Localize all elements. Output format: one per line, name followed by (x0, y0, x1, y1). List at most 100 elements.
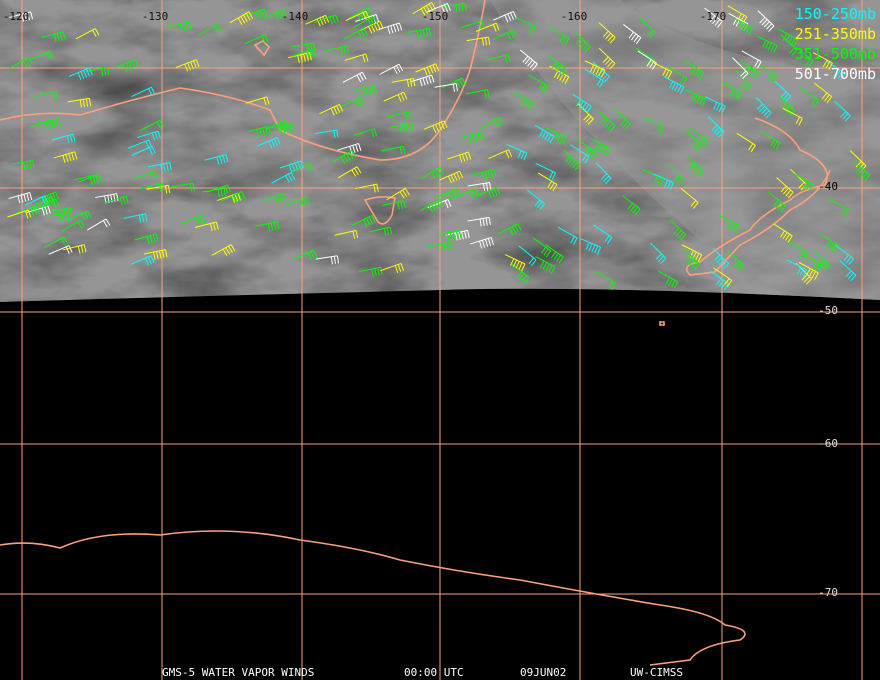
latitude-label: -50 (818, 304, 838, 317)
wind-barb (515, 16, 536, 35)
wind-barb (243, 8, 268, 20)
wind-barb (819, 233, 839, 253)
wind-barb (793, 173, 814, 192)
wind-barb (262, 192, 287, 204)
wind-barb (428, 241, 452, 252)
wind-barb (511, 263, 530, 284)
wind-barb (532, 237, 552, 258)
wind-barb (707, 116, 725, 138)
wind-barb (736, 132, 756, 153)
wind-barb (492, 10, 517, 23)
wind-barb (681, 244, 703, 262)
wind-barb (382, 200, 406, 210)
wind-barb (355, 183, 379, 193)
wind-barb (705, 96, 726, 114)
legend-entry: 501-700mb (795, 65, 876, 83)
wind-barb (704, 7, 723, 28)
wind-barb (114, 58, 139, 72)
wind-barb (506, 143, 528, 161)
wind-barb (359, 20, 384, 34)
wind-barb (143, 249, 168, 260)
wind-barb (345, 10, 370, 22)
wind-barb (412, 2, 437, 16)
wind-barb (467, 216, 491, 227)
wind-barb (572, 93, 592, 114)
wind-barb (387, 111, 411, 121)
wind-barb (44, 236, 69, 248)
wind-barb (595, 162, 612, 184)
wind-barb (598, 47, 616, 70)
wind-barb (549, 65, 570, 84)
wind-barb (197, 23, 222, 36)
wind-barb (51, 133, 76, 144)
wind-barb (442, 77, 467, 89)
wind-barb (29, 50, 54, 61)
wind-barb (667, 66, 688, 85)
wind-barb (826, 60, 846, 81)
wind-barb (593, 224, 613, 244)
wind-barb (684, 60, 705, 80)
wind-barb (852, 160, 871, 182)
longitude-label: -150 (422, 10, 449, 23)
longitude-label: -140 (282, 10, 309, 23)
wind-barb (407, 27, 432, 39)
wind-barb (782, 107, 803, 126)
legend-entry: 150-250mb (795, 5, 876, 23)
wind-barb (513, 92, 535, 110)
wind-barb (61, 219, 85, 232)
wind-barb (546, 127, 567, 145)
wind-barb (288, 52, 312, 64)
wind-barb (31, 195, 56, 210)
wind-barb (726, 250, 745, 272)
wind-barb (204, 154, 229, 165)
longitude-label: -160 (561, 10, 588, 23)
wind-barb (229, 11, 254, 25)
wind-barb (757, 10, 775, 32)
wind-barb (849, 150, 867, 172)
wind-barb (85, 66, 110, 77)
wind-barb (206, 184, 231, 194)
wind-barb (378, 22, 403, 35)
wind-barb (342, 71, 367, 83)
wind-barb (314, 14, 339, 25)
wind-barb (211, 244, 236, 257)
wind-barb (30, 120, 55, 131)
wind-barb (813, 249, 831, 272)
wind-barb (86, 218, 111, 231)
wind-barb (434, 83, 458, 92)
wind-barb (614, 108, 631, 130)
wind-barb (535, 162, 557, 181)
wind-barb (279, 160, 304, 173)
wind-barb (573, 31, 591, 53)
wind-barb (383, 91, 408, 102)
wind-barb (67, 210, 92, 221)
wind-barb (175, 59, 200, 72)
wind-barb (140, 183, 165, 193)
wind-barb (712, 247, 730, 270)
wind-barb (319, 103, 344, 116)
wind-barb (140, 119, 164, 132)
legend-entry: 251-350mb (795, 25, 876, 43)
latitude-label: -40 (818, 180, 838, 193)
wind-barb (774, 80, 792, 103)
wind-barb (663, 76, 685, 94)
wind-barb (760, 131, 781, 150)
wind-barb (379, 63, 404, 75)
wind-barb (622, 195, 641, 216)
wind-barb (271, 172, 296, 184)
wind-barb (265, 119, 290, 132)
wind-barb (134, 233, 159, 245)
wind-barb (128, 139, 153, 149)
wind-barb (758, 63, 778, 83)
wind-barb (136, 130, 161, 141)
wind-barb (519, 49, 538, 71)
latitude-label: -70 (818, 586, 838, 599)
wind-barb (732, 57, 749, 79)
wind-barb (447, 151, 472, 163)
footer-text: 00:00 UTC (404, 666, 464, 679)
wind-barb (437, 229, 462, 241)
wind-barb (549, 27, 570, 45)
wind-barb (9, 56, 33, 69)
wind-barb (130, 255, 155, 266)
wind-barb (9, 11, 34, 22)
